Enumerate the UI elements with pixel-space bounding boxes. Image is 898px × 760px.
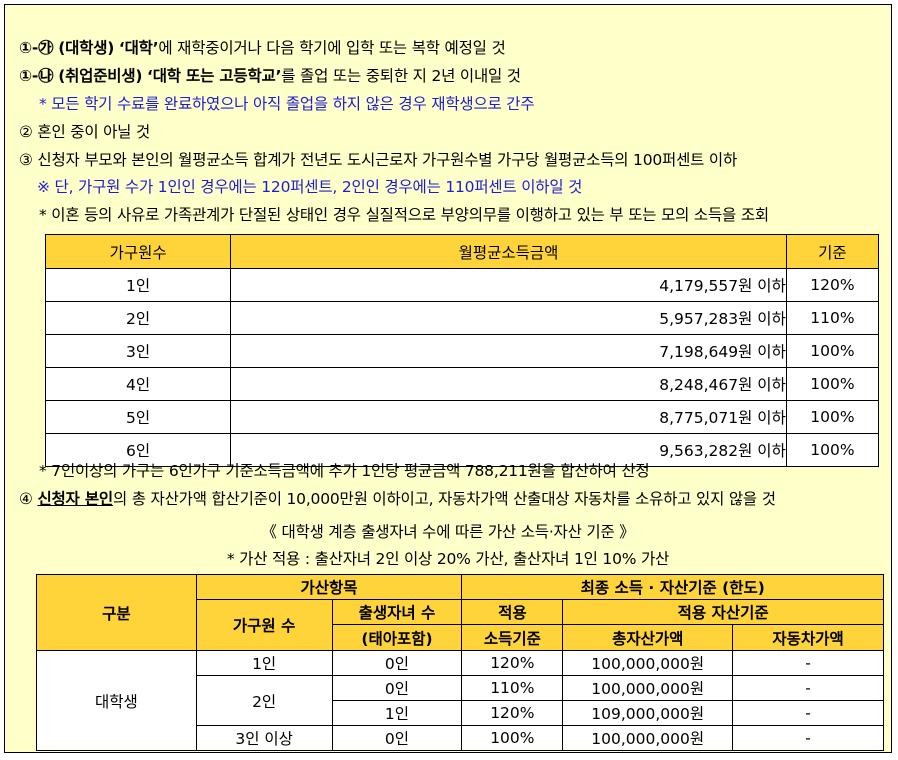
header-asset-standard: 적용 자산기준 [562, 599, 884, 625]
cell-members: 1인 [195, 650, 333, 676]
cell-income: 120% [461, 650, 564, 676]
cell-asset: 109,000,000원 [562, 700, 734, 726]
cell-car: - [732, 675, 884, 701]
cell-income: 5,957,283원 이하 [230, 301, 787, 335]
header-car-value: 자동차가액 [732, 624, 884, 651]
criteria-1a-tag: (대학생) [58, 39, 115, 57]
add-table-note: * 가산 적용 : 출산자녀 2인 이상 20% 가산, 출산자녀 1인 10%… [226, 550, 670, 568]
criteria-1a-text: 에 재학중이거나 다음 학기에 입학 또는 복학 예정일 것 [158, 39, 506, 57]
header-members: 가구원 수 [195, 599, 333, 651]
criteria-1b: ①-㉯ (취업준비생) ‘대학 또는 고등학교’를 졸업 또는 중퇴한 지 2년… [19, 65, 521, 87]
cell-household: 2인 [44, 301, 232, 335]
cell-household: 1인 [44, 268, 232, 302]
criteria-1b-text: 를 졸업 또는 중퇴한 지 2년 이내일 것 [281, 67, 521, 85]
cell-household: 4인 [44, 367, 232, 401]
cell-car: - [732, 650, 884, 676]
cell-children: 0인 [331, 675, 463, 701]
header-children: 출생자녀 수 [331, 599, 463, 625]
header-household: 가구원수 [44, 234, 232, 269]
cell-children: 0인 [331, 650, 463, 676]
cell-asset: 100,000,000원 [562, 675, 734, 701]
note-seven-plus: * 7인이상의 가구는 6인가구 기준소득금액에 추가 1인당 평균금액 788… [39, 462, 650, 480]
cell-car: - [732, 725, 884, 751]
header-income: 월평균소득금액 [230, 234, 787, 269]
cell-standard: 110% [785, 301, 880, 335]
table-row: 대학생 1인 0인 120% 100,000,000원 - [36, 650, 884, 751]
cell-income: 7,198,649원 이하 [230, 334, 787, 368]
header-total-asset: 총자산가액 [562, 624, 734, 651]
table-row: 2인 5,957,283원 이하 110% [44, 301, 880, 335]
cell-car: - [732, 700, 884, 726]
criteria-1a-quote: ‘대학’ [118, 39, 159, 57]
table-row: 1인 4,179,557원 이하 120% [44, 268, 880, 302]
document-panel: ①-㉮ (대학생) ‘대학’에 재학중이거나 다음 학기에 입학 또는 복학 예… [4, 4, 892, 753]
cell-asset: 100,000,000원 [562, 725, 734, 751]
criteria-1b-quote: ‘대학 또는 고등학교’ [147, 67, 282, 85]
cell-household: 6인 [44, 433, 232, 467]
criteria-1a-marker: ①-㉮ [19, 39, 54, 57]
criteria-1b-tag: (취업준비생) [58, 67, 143, 85]
note-divorce: * 이혼 등의 사유로 가족관계가 단절된 상태인 경우 실질적으로 부양의무를… [39, 206, 769, 224]
cell-standard: 100% [785, 433, 880, 467]
table-row: 3인 7,198,649원 이하 100% [44, 334, 880, 368]
header-children-note: (태아포함) [331, 624, 463, 651]
criteria-4-emphasis: 신청자 본인 [37, 490, 113, 508]
cell-asset: 100,000,000원 [562, 650, 734, 676]
cell-members: 3인 이상 [195, 725, 333, 751]
header-income-apply: 적용 [461, 599, 564, 625]
cell-children: 1인 [331, 700, 463, 726]
add-table-title: 《 대학생 계층 출생자녀 수에 따른 가산 소득·자산 기준 》 [261, 523, 635, 541]
cell-members: 2인 [195, 675, 333, 726]
header-income-standard: 소득기준 [461, 624, 564, 651]
cell-children: 0인 [331, 725, 463, 751]
criteria-3: ③ 신청자 부모와 본인의 월평균소득 합계가 전년도 도시근로자 가구원수별 … [19, 151, 738, 169]
criteria-1a: ①-㉮ (대학생) ‘대학’에 재학중이거나 다음 학기에 입학 또는 복학 예… [19, 37, 506, 59]
cell-standard: 100% [785, 400, 880, 434]
header-standard: 기준 [785, 234, 880, 269]
table-row: 4인 8,248,467원 이하 100% [44, 367, 880, 401]
header-category: 구분 [36, 574, 197, 651]
header-final-limit: 최종 소득 · 자산기준 (한도) [461, 574, 884, 600]
additional-criteria-table: 구분 가산항목 최종 소득 · 자산기준 (한도) 가구원 수 출생자녀 수 적… [36, 574, 884, 751]
cell-income: 120% [461, 700, 564, 726]
cell-category: 대학생 [36, 650, 197, 751]
income-table: 가구원수 월평균소득금액 기준 1인 4,179,557원 이하 120% 2인… [44, 234, 880, 467]
table-row: 5인 8,775,071원 이하 100% [44, 400, 880, 434]
table-row: 6인 9,563,282원 이하 100% [44, 433, 880, 467]
header-add-items: 가산항목 [195, 574, 463, 600]
cell-income: 100% [461, 725, 564, 751]
cell-standard: 120% [785, 268, 880, 302]
criteria-1b-marker: ①-㉯ [19, 67, 54, 85]
table-row: 3인 이상 0인 100% 100,000,000원 - [37, 725, 884, 751]
cell-income: 8,775,071원 이하 [230, 400, 787, 434]
criteria-4-marker: ④ [19, 490, 38, 508]
cell-income: 8,248,467원 이하 [230, 367, 787, 401]
criteria-4-text: 의 총 자산가액 합산기준이 10,000만원 이하이고, 자동차가액 산출대상… [112, 490, 776, 508]
cell-household: 5인 [44, 400, 232, 434]
note-enrolled: * 모든 학기 수료를 완료하였으나 아직 졸업을 하지 않은 경우 재학생으로… [39, 95, 535, 113]
criteria-2: ② 혼인 중이 아닐 것 [19, 123, 151, 141]
criteria-4: ④ 신청자 본인의 총 자산가액 합산기준이 10,000만원 이하이고, 자동… [19, 488, 776, 510]
income-table-header: 가구원수 월평균소득금액 기준 [44, 234, 880, 269]
cell-standard: 100% [785, 367, 880, 401]
cell-household: 3인 [44, 334, 232, 368]
cell-income: 110% [461, 675, 564, 701]
note-household-exception: ※ 단, 가구원 수가 1인인 경우에는 120퍼센트, 2인인 경우에는 11… [37, 178, 583, 196]
table-row: 2인 0인 110% 100,000,000원 - [37, 675, 884, 726]
cell-standard: 100% [785, 334, 880, 368]
cell-income: 4,179,557원 이하 [230, 268, 787, 302]
